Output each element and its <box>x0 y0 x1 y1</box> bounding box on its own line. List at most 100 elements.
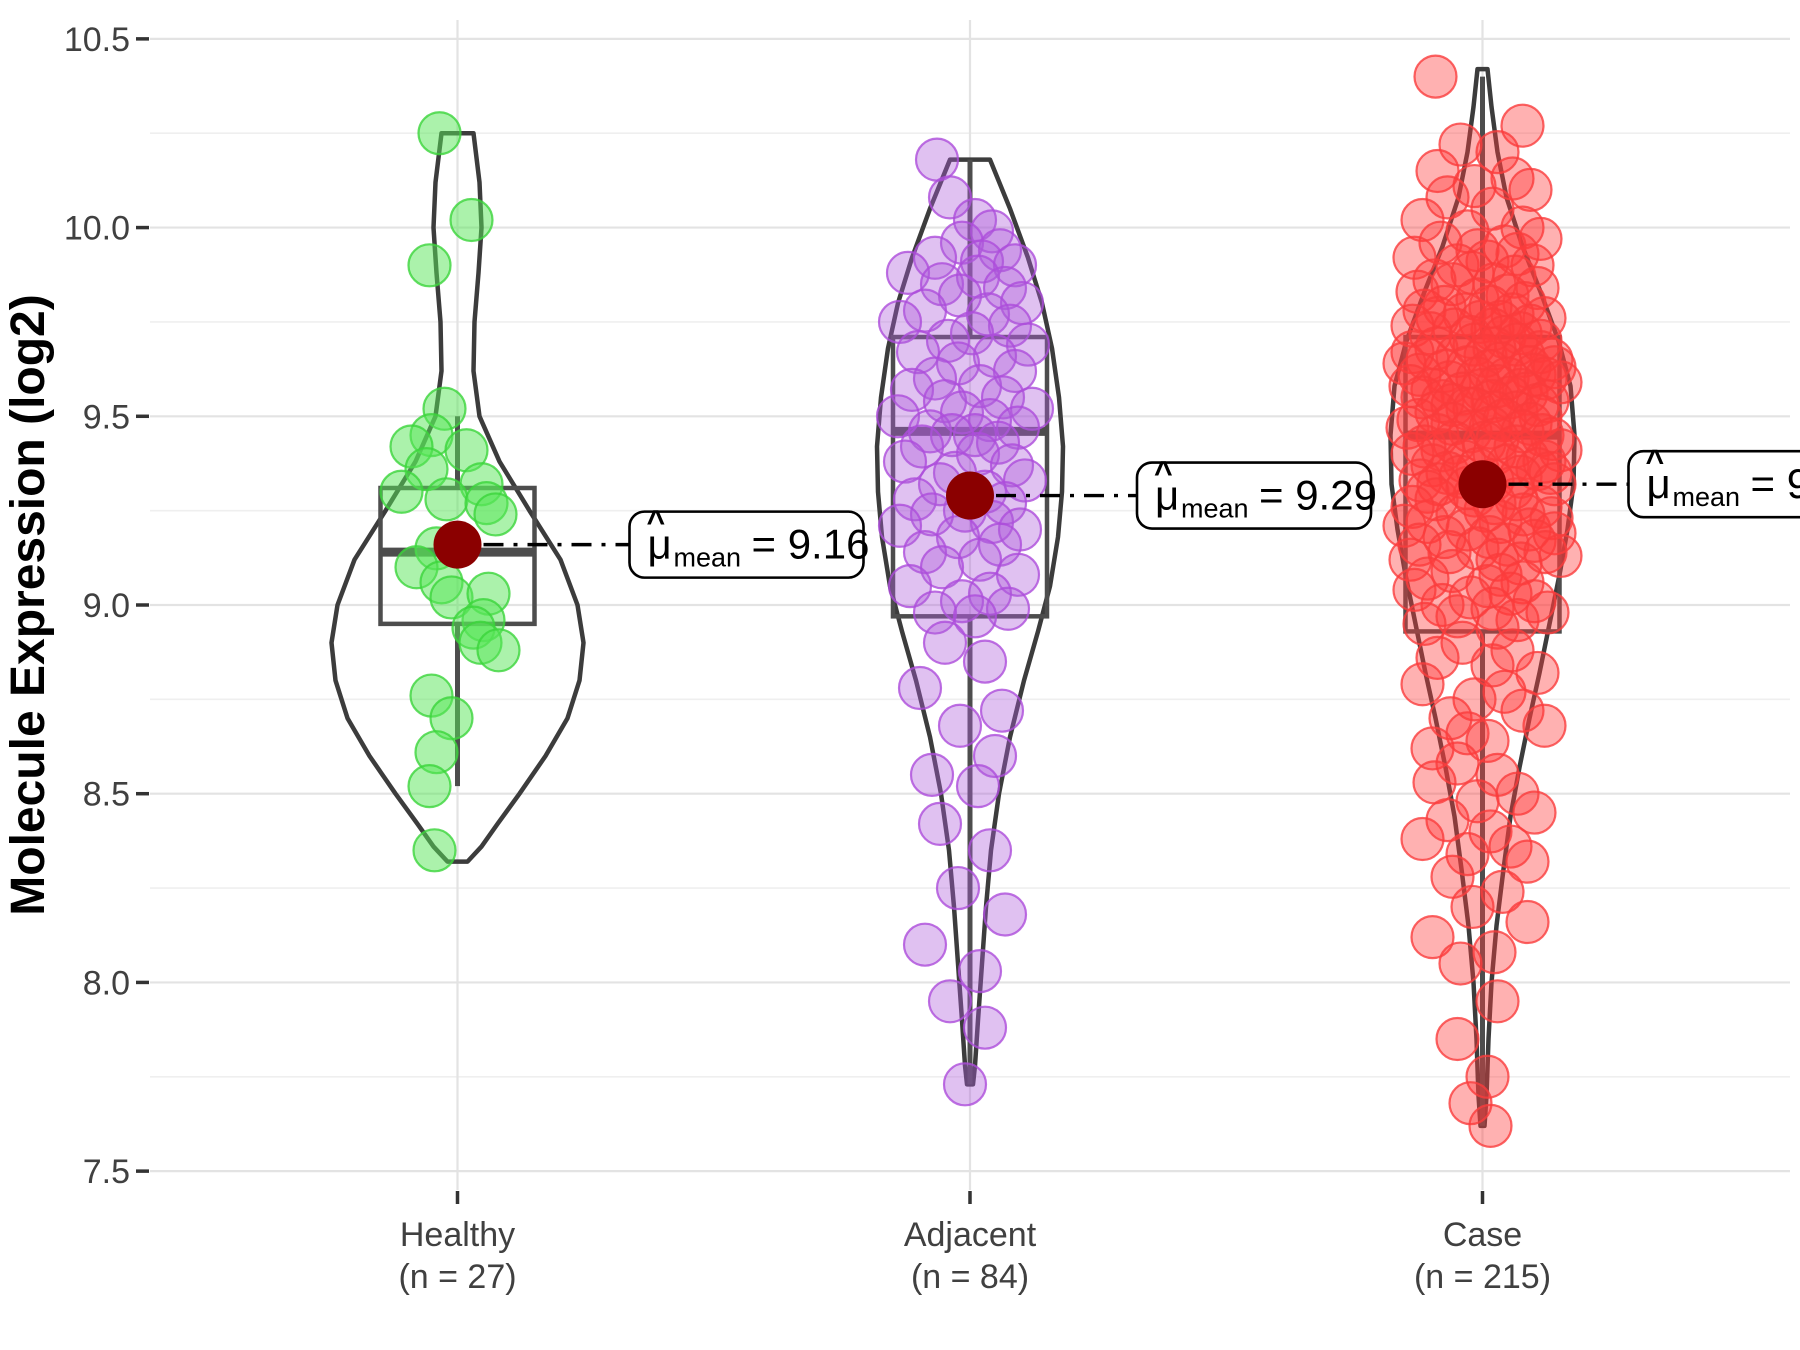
data-point <box>929 413 975 458</box>
data-point <box>1523 530 1568 575</box>
data-point <box>1488 824 1533 869</box>
data-point <box>895 330 941 375</box>
data-point <box>1435 1016 1480 1062</box>
data-point <box>1435 741 1480 786</box>
data-point <box>892 477 938 522</box>
mean-label-box <box>1627 449 1800 519</box>
data-point <box>1400 816 1445 862</box>
mean-label-mu: μ <box>1155 472 1179 519</box>
data-point <box>942 1062 988 1107</box>
data-point <box>982 892 1028 937</box>
data-point <box>1385 405 1430 450</box>
data-point <box>1425 798 1470 843</box>
data-point <box>1538 428 1583 473</box>
data-point <box>1410 915 1455 960</box>
data-point <box>935 865 981 911</box>
data-point <box>957 948 1003 994</box>
violin-outline <box>874 157 1066 1087</box>
data-point <box>407 764 452 809</box>
data-point <box>927 175 973 220</box>
data-point <box>1413 54 1458 99</box>
data-point <box>1482 669 1527 714</box>
mean-label-value: = 9.16 <box>752 521 870 568</box>
data-point <box>902 530 948 575</box>
data-point <box>1505 839 1550 884</box>
jitter-points-layer <box>379 54 1583 1148</box>
data-point <box>1390 431 1435 477</box>
axes-layer: Molecule Expression (log2) 7.5 8.0 8.5 9.0 9… <box>2 21 1551 1296</box>
data-point <box>957 537 1003 582</box>
mean-label-box <box>1135 461 1373 530</box>
y-tick-label: 8.5 <box>83 776 130 814</box>
data-point <box>1435 594 1480 639</box>
x-tick-label-line2: (n = 215) <box>1414 1258 1551 1296</box>
data-point <box>992 243 1038 288</box>
data-point <box>1475 537 1520 582</box>
data-point <box>927 979 973 1024</box>
data-point <box>1465 718 1510 763</box>
data-point <box>1518 216 1563 262</box>
data-point <box>1445 831 1490 877</box>
data-point <box>912 235 958 280</box>
data-point <box>962 639 1008 684</box>
data-point <box>1412 760 1457 805</box>
data-point <box>937 703 983 748</box>
mean-dot <box>433 520 482 569</box>
data-point <box>1470 586 1515 631</box>
data-point <box>1488 571 1533 616</box>
data-point <box>1500 688 1545 733</box>
data-point <box>1522 439 1567 484</box>
data-point <box>912 590 958 635</box>
data-point <box>962 1005 1008 1050</box>
data-point <box>412 828 457 873</box>
mean-label-value: = 9.29 <box>1259 472 1377 519</box>
box <box>890 334 1050 619</box>
data-point <box>914 137 960 182</box>
data-point <box>889 367 935 412</box>
y-tick-label: 10.0 <box>64 210 130 248</box>
data-point <box>1382 503 1427 548</box>
y-tick-label: 8.0 <box>83 964 130 1002</box>
data-point <box>1468 1103 1513 1148</box>
y-axis-title: Molecule Expression (log2) <box>2 294 55 915</box>
mean-label-box <box>628 510 865 579</box>
data-point <box>952 594 998 639</box>
mean-label-subscript: mean <box>1673 482 1741 512</box>
data-point <box>379 469 424 514</box>
x-tick-label-line1: Case <box>1443 1216 1522 1254</box>
data-point <box>1452 163 1497 209</box>
data-point <box>1515 650 1560 696</box>
data-point <box>955 764 1001 809</box>
data-point <box>1400 662 1445 707</box>
data-point <box>1505 899 1550 945</box>
y-tick-label: 9.5 <box>83 398 130 436</box>
mean-dot <box>1458 460 1507 509</box>
data-point <box>922 620 968 665</box>
mean-annotations-layer: μ^mean= 9.16μ^mean= 9.29μ^mean= 9.32 <box>433 443 1800 579</box>
data-point <box>1425 175 1470 220</box>
data-point <box>1392 567 1437 613</box>
data-point <box>449 197 494 243</box>
data-point <box>1525 590 1570 635</box>
data-point <box>417 111 462 156</box>
data-point <box>1430 262 1475 307</box>
data-point <box>1427 530 1472 575</box>
data-point <box>1522 703 1567 748</box>
data-point <box>1523 356 1568 401</box>
data-point <box>1402 601 1447 646</box>
data-point <box>1452 677 1497 722</box>
mean-label-hat: ^ <box>1646 443 1665 479</box>
data-point <box>967 571 1013 616</box>
data-point <box>1418 220 1463 265</box>
data-point <box>909 752 955 797</box>
data-point <box>1475 129 1520 175</box>
data-point <box>975 420 1021 465</box>
data-point <box>1465 1054 1510 1099</box>
data-point <box>1450 884 1495 930</box>
mean-label-hat: ^ <box>647 504 666 540</box>
mean-label-hat: ^ <box>1154 455 1173 491</box>
data-point <box>473 492 518 537</box>
data-point <box>1472 930 1517 975</box>
